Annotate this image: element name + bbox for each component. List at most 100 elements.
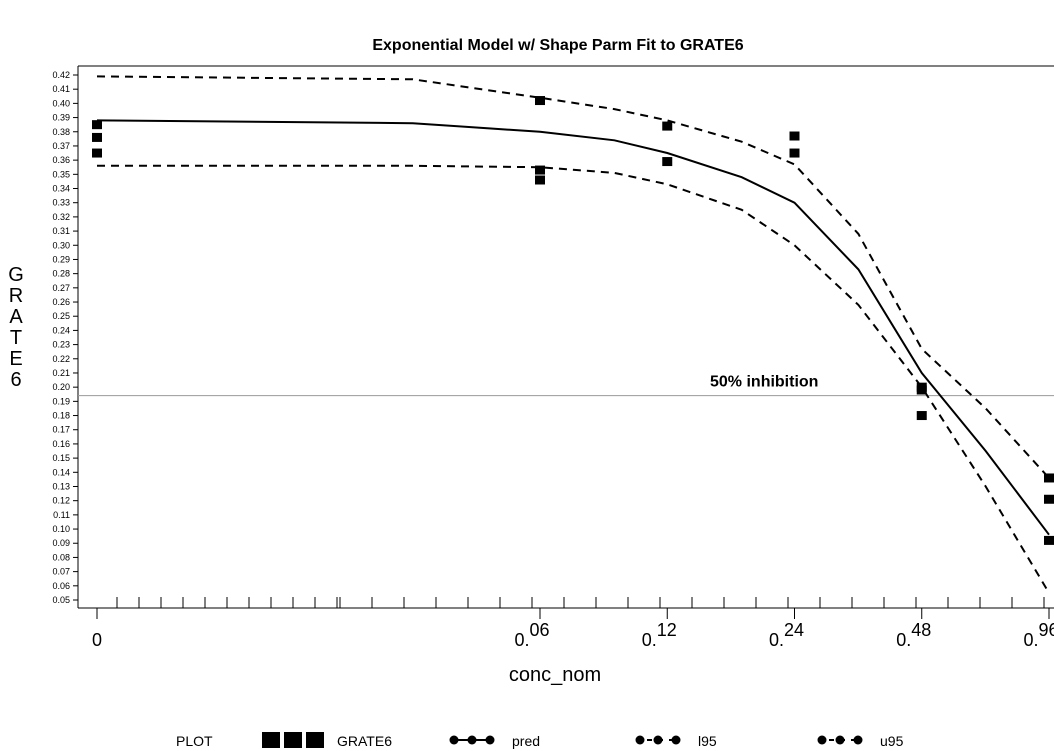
y-tick-label: 0.28	[52, 269, 70, 279]
chart-title: Exponential Model w/ Shape Parm Fit to G…	[372, 37, 743, 54]
y-tick-label: 0.18	[52, 411, 70, 421]
x-tick-label: 0.24	[769, 620, 804, 650]
y-tick-label: 0.23	[52, 340, 70, 350]
legend-swatch-dot	[671, 735, 681, 745]
x-tick-label-superscript: 24	[784, 620, 804, 640]
y-tick-label: 0.25	[52, 311, 70, 321]
y-tick-label: 0.42	[52, 70, 70, 80]
legend-entry-l95: l95	[635, 733, 717, 749]
data-point	[535, 165, 545, 175]
legend-swatch-square	[284, 732, 302, 748]
legend-entry-grate6: GRATE6	[262, 732, 392, 749]
x-tick-label: 0.96	[1023, 620, 1054, 650]
y-tick-label: 0.37	[52, 141, 70, 151]
x-axis-minor-ticks	[116, 597, 1045, 608]
y-axis-ticks: 0.05 0.06 0.07 0.08 0.09 0.10 0.11 0.12 0.13 0.14…	[52, 70, 78, 605]
y-tick-label: 0.21	[52, 368, 70, 378]
y-tick-label: 0.29	[52, 254, 70, 264]
legend-label: u95	[880, 733, 904, 749]
data-point	[92, 120, 102, 130]
legend-swatch-dot	[485, 735, 495, 745]
legend-title: PLOT	[176, 733, 213, 749]
series-line-u95	[96, 75, 1050, 479]
legend-swatch-dot	[817, 735, 827, 745]
legend-entry-u95: u95	[817, 733, 904, 749]
data-point	[662, 121, 673, 131]
data-point	[535, 96, 545, 106]
data-point	[662, 157, 673, 167]
y-tick-label: 0.38	[52, 127, 70, 137]
y-axis-label-letter: 6	[10, 369, 21, 391]
y-tick-label: 0.14	[52, 467, 70, 477]
y-tick-label: 0.10	[52, 524, 70, 534]
series-line-pred	[96, 119, 1050, 536]
x-tick-label: 0.48	[896, 620, 931, 650]
legend-swatch-dot	[835, 735, 845, 745]
data-point	[535, 175, 545, 185]
y-tick-label: 0.07	[52, 567, 70, 577]
x-tick-label-base: 0.	[514, 630, 529, 650]
legend: PLOT GRATE6 pred l95 u95	[176, 732, 904, 749]
y-tick-label: 0.36	[52, 155, 70, 165]
x-tick-label: 0.12	[642, 620, 677, 650]
y-tick-label: 0.12	[52, 496, 70, 506]
x-tick-label: 0.06	[514, 620, 549, 650]
legend-swatch-dot	[467, 735, 477, 745]
legend-label: pred	[512, 733, 540, 749]
data-point	[789, 148, 800, 158]
series-grate6	[92, 96, 1054, 545]
y-tick-label: 0.31	[52, 226, 70, 236]
x-tick-label-base: 0.	[642, 630, 657, 650]
data-point	[92, 132, 102, 142]
y-tick-label: 0.32	[52, 212, 70, 222]
x-tick-label-superscript: 06	[529, 620, 549, 640]
legend-swatch-dot	[653, 735, 663, 745]
reference-line-label: 50% inhibition	[710, 374, 818, 391]
x-tick-label-base: 0	[92, 630, 102, 650]
x-axis-ticks: 0 0.06 0.12 0.24 0.48 0.96	[92, 608, 1054, 650]
y-tick-label: 0.08	[52, 552, 70, 562]
legend-entry-pred: pred	[449, 733, 540, 749]
y-tick-label: 0.16	[52, 439, 70, 449]
y-tick-label: 0.24	[52, 325, 70, 335]
legend-swatch-square	[306, 732, 324, 748]
legend-label: l95	[698, 733, 717, 749]
y-tick-label: 0.05	[52, 595, 70, 605]
data-point	[92, 148, 102, 158]
x-tick-label-base: 0.	[1023, 630, 1038, 650]
data-point	[789, 131, 800, 141]
y-axis-label-letter: R	[9, 285, 23, 307]
data-point	[916, 385, 927, 395]
series-layer	[92, 75, 1054, 594]
y-axis-label-letter: E	[9, 348, 22, 370]
x-axis-label: conc_nom	[509, 664, 601, 686]
data-point	[1044, 473, 1054, 483]
y-tick-label: 0.40	[52, 98, 70, 108]
y-axis-label-letter: G	[8, 264, 24, 286]
y-tick-label: 0.09	[52, 538, 70, 548]
y-tick-label: 0.27	[52, 283, 70, 293]
legend-swatch-dot	[635, 735, 645, 745]
data-point	[916, 411, 927, 421]
legend-label: GRATE6	[337, 733, 392, 749]
legend-swatch-square	[262, 732, 280, 748]
y-tick-label: 0.13	[52, 481, 70, 491]
y-tick-label: 0.06	[52, 581, 70, 591]
data-point	[1044, 494, 1054, 504]
legend-swatch-dot	[449, 735, 459, 745]
y-tick-label: 0.19	[52, 396, 70, 406]
y-tick-label: 0.39	[52, 113, 70, 123]
y-tick-label: 0.17	[52, 425, 70, 435]
y-tick-label: 0.20	[52, 382, 70, 392]
y-axis-label-letter: A	[9, 306, 23, 328]
y-tick-label: 0.33	[52, 198, 70, 208]
x-tick-label: 0	[92, 630, 102, 650]
y-tick-label: 0.15	[52, 453, 70, 463]
y-tick-label: 0.34	[52, 184, 70, 194]
y-tick-label: 0.22	[52, 354, 70, 364]
data-point	[1044, 535, 1054, 545]
x-tick-label-base: 0.	[896, 630, 911, 650]
x-tick-label-base: 0.	[769, 630, 784, 650]
